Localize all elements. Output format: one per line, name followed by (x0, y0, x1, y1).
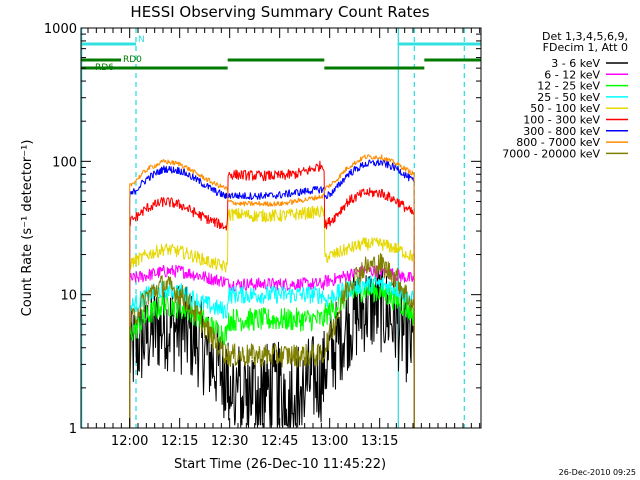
flag-label-n: N (138, 35, 145, 45)
flag-lines: N RD0 RD6 (81, 28, 481, 428)
axes: 1 10 100 1000 12:00 12:15 12:30 12:45 13:00 13:15 (44, 22, 481, 449)
legend-header-line-1: Det 1,3,4,5,6,9, (542, 30, 628, 43)
y-tick-label-1: 1 (69, 422, 77, 437)
x-tick-label-12:15: 12:15 (161, 434, 198, 449)
flag-label-rd0: RD0 (123, 55, 142, 65)
x-tick-label-12:45: 12:45 (261, 434, 298, 449)
y-tick-label-1000: 1000 (44, 22, 77, 37)
series-line-100-to-300kev (129, 160, 415, 428)
series-line-25-to-50kev (129, 275, 415, 428)
series-line-3-to-6kev (129, 262, 415, 428)
legend-label-8: 800 - 7000 keV (516, 136, 600, 149)
series-line-7000-to-20000kev (129, 253, 415, 428)
x-tick-label-13:00: 13:00 (311, 434, 348, 449)
chart-title: HESSI Observing Summary Count Rates (130, 3, 429, 21)
legend-label-6: 100 - 300 keV (523, 114, 600, 127)
legend-label-9: 7000 - 20000 keV (502, 147, 600, 160)
series-line-800-to-7000kev (129, 154, 415, 428)
series-layer (129, 154, 415, 428)
y-axis-label: Count Rate (s⁻¹ detector⁻¹) (20, 140, 35, 317)
legend: Det 1,3,4,5,6,9, FDecim 1, Att 0 3 - 6 k… (502, 30, 628, 160)
x-axis-label: Start Time (26-Dec-10 11:45:22) (174, 457, 386, 472)
series-line-50-to-100kev (129, 205, 415, 428)
x-tick-label-13:15: 13:15 (361, 434, 398, 449)
series-line-12-to-25kev (129, 278, 415, 428)
x-tick-label-12:30: 12:30 (211, 434, 248, 449)
plot-frame (80, 27, 482, 429)
legend-label-7: 300 - 800 keV (523, 125, 600, 138)
legend-label-1: 3 - 6 keV (551, 57, 600, 70)
legend-label-5: 50 - 100 keV (530, 102, 600, 115)
y-tick-label-10: 10 (60, 289, 77, 304)
legend-header-line-2: FDecim 1, Att 0 (543, 41, 628, 54)
legend-label-4: 25 - 50 keV (537, 91, 600, 104)
x-tick-label-12:00: 12:00 (111, 434, 148, 449)
y-tick-label-100: 100 (52, 155, 77, 170)
timestamp: 26-Dec-2010 09:25 (559, 468, 636, 477)
legend-label-2: 6 - 12 keV (544, 68, 600, 81)
series-line-300-to-800kev (129, 159, 415, 428)
flag-label-rd6: RD6 (95, 63, 114, 73)
legend-label-3: 12 - 25 keV (537, 80, 600, 93)
